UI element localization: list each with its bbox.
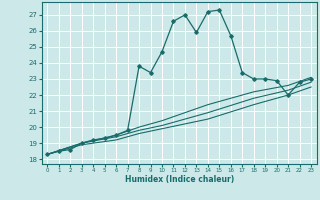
- X-axis label: Humidex (Indice chaleur): Humidex (Indice chaleur): [124, 175, 234, 184]
